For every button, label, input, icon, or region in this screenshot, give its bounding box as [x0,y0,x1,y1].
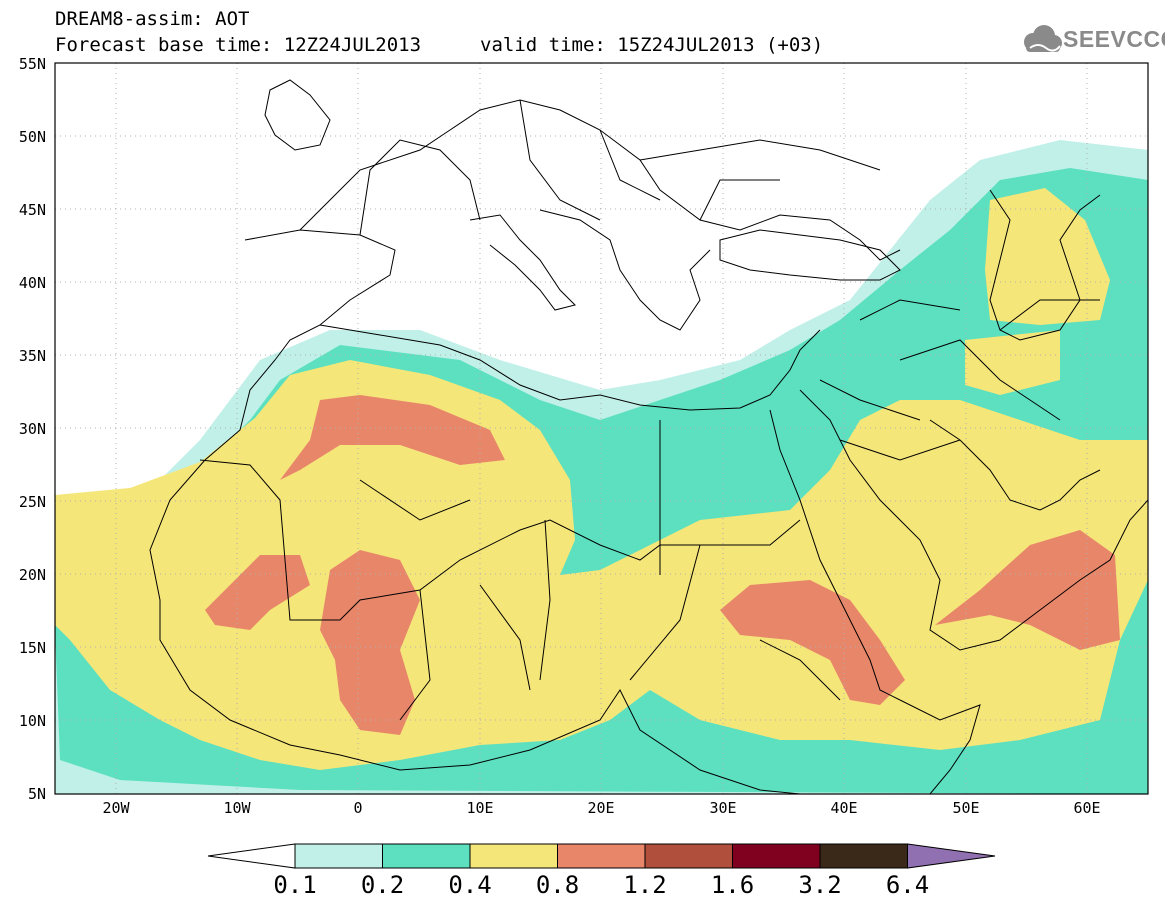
legend-label: 6.4 [886,871,929,899]
lat-label: 15N [19,639,46,657]
aot-field-0.8-mali-niger [320,550,420,735]
legend-swatch [557,843,646,869]
logo-text: SEEVCCC [1063,26,1165,52]
aot-field-0.8-sudan [720,580,905,705]
borders-africa [199,420,841,721]
lon-axis-labels: 20W 10W 0 10E 20E 30E 40E 50E 60E [102,799,1100,817]
borders-europe [359,99,881,236]
lon-label: 50E [952,799,979,817]
aot-field-0.8-algeria [280,395,505,480]
lat-label: 45N [19,201,46,219]
coastline-europe [299,99,901,261]
aot-field-0.4-iran [965,330,1060,395]
coastline-arabia [799,389,1148,651]
borders-mideast [819,299,1100,461]
legend-label: 0.1 [273,871,316,899]
lat-axis-labels: 55N 50N 45N 40N 35N 30N 25N 20N 15N 10N … [19,55,46,803]
coastline-caspian [989,189,1101,341]
legend-label: 1.6 [711,871,754,899]
coastline-red-sea [769,409,901,701]
lat-label: 40N [19,274,46,292]
coastline-black-sea [719,229,901,281]
lat-label: 50N [19,128,46,146]
color-legend [207,843,996,869]
coastline-gulf [929,419,1101,511]
coastlines-borders [149,79,1148,794]
seevccc-logo [1024,25,1062,52]
lat-label: 30N [19,420,46,438]
coastline-mediterranean-south [319,324,821,411]
lon-label: 20W [102,799,130,817]
lon-label: 30E [709,799,736,817]
lon-label: 10E [466,799,493,817]
legend-swatch [907,843,996,869]
lon-label: 0 [353,799,362,817]
coastline-italy [469,214,576,311]
lat-label: 25N [19,493,46,511]
coastline-balkans [539,209,711,331]
forecast-base-time: Forecast base time: 12Z24JUL2013 [55,34,422,56]
lon-label: 10W [223,799,251,817]
valid-time: valid time: 15Z24JUL2013 (+03) [480,34,824,56]
legend-label: 0.4 [448,871,491,899]
lon-label: 60E [1073,799,1100,817]
legend-label: 3.2 [798,871,841,899]
grid-lines [55,63,1148,794]
legend-label: 1.2 [623,871,666,899]
plot-frame [54,62,1149,795]
legend-swatch [207,843,296,869]
legend-swatch [819,843,908,869]
aot-fields [55,140,1148,794]
aot-field-0.8-arabia [935,530,1120,650]
aot-field-0.4-caspian [985,188,1110,325]
lat-label: 55N [19,55,46,73]
map-title: DREAM8-assim: AOT [55,8,250,30]
aot-field-0.8-mauritania [205,555,310,630]
legend-labels: 0.1 0.2 0.4 0.8 1.2 1.6 3.2 6.4 [273,871,929,899]
coastline-britain [264,79,331,151]
legend-label: 0.8 [536,871,579,899]
legend-swatch [644,843,733,869]
legend-swatch [469,843,558,869]
legend-swatch [732,843,821,869]
legend-swatch [294,843,383,869]
coastline-horn [899,699,981,794]
lat-label: 20N [19,566,46,584]
coastline-iberia-africa [149,229,801,794]
lon-label: 40E [830,799,857,817]
lon-label: 20E [587,799,614,817]
legend-swatch [382,843,471,869]
lat-label: 35N [19,347,46,365]
lat-label: 10N [19,712,46,730]
lat-label: 5N [28,785,46,803]
legend-label: 0.2 [361,871,404,899]
